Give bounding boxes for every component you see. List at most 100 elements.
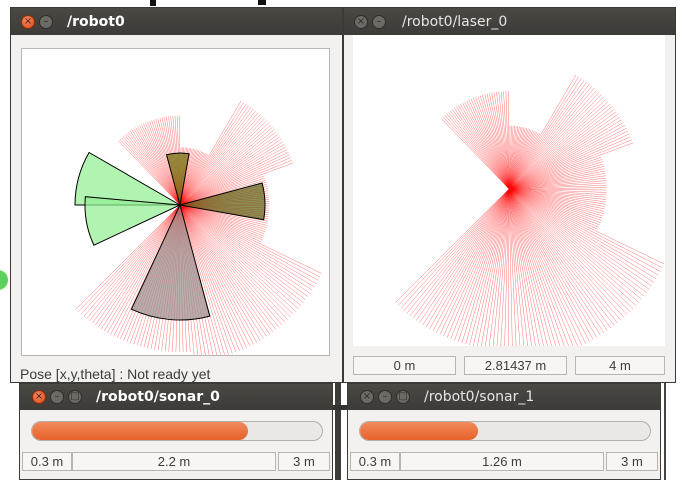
laser-ray bbox=[498, 91, 510, 190]
laser-ray bbox=[179, 108, 254, 206]
laser-ray bbox=[508, 188, 605, 210]
laser-ray bbox=[508, 188, 639, 303]
laser-ray bbox=[179, 141, 283, 206]
laser-ray bbox=[179, 204, 299, 309]
laser-ray bbox=[179, 204, 267, 228]
sonar1-window: × – □ /robot0/sonar_1 0.3 m 1.26 m 3 m bbox=[347, 383, 661, 480]
laser-ray bbox=[454, 188, 510, 341]
sonar-cone bbox=[179, 182, 266, 221]
close-icon[interactable]: × bbox=[21, 14, 35, 29]
laser-ray bbox=[508, 188, 599, 230]
laser-ray bbox=[179, 146, 286, 206]
sonar-cone bbox=[130, 203, 211, 321]
laser-ray bbox=[508, 126, 520, 190]
laser-ray bbox=[508, 159, 603, 190]
laser-ray bbox=[508, 111, 617, 190]
laser-ray bbox=[95, 204, 181, 326]
laser-ray bbox=[508, 188, 642, 300]
laser-ray bbox=[493, 92, 510, 190]
laser-ray bbox=[508, 91, 510, 190]
laser-ray bbox=[179, 204, 266, 230]
laser-ray bbox=[508, 188, 513, 346]
robot0-title: /robot0 bbox=[67, 13, 125, 30]
laser-ray bbox=[508, 122, 624, 190]
minimize-icon[interactable]: – bbox=[378, 390, 392, 404]
maximize-icon[interactable]: □ bbox=[396, 390, 410, 404]
laser-ray bbox=[508, 81, 587, 190]
laser-ray bbox=[508, 133, 630, 190]
laser-ray bbox=[179, 204, 297, 312]
close-icon[interactable]: × bbox=[32, 390, 46, 404]
laser-ray bbox=[179, 204, 267, 337]
close-icon[interactable]: × bbox=[354, 14, 368, 29]
laser-ray bbox=[508, 188, 634, 310]
laser-ray bbox=[508, 188, 540, 346]
laser-ray bbox=[442, 116, 510, 190]
laser-ray bbox=[508, 188, 598, 338]
laser-ray bbox=[481, 188, 510, 346]
close-icon[interactable]: × bbox=[360, 390, 374, 404]
laser-ray bbox=[508, 188, 621, 321]
maximize-icon[interactable]: □ bbox=[68, 390, 82, 404]
laser-ray bbox=[139, 125, 181, 206]
laser-ray bbox=[147, 121, 181, 206]
laser-ray bbox=[508, 188, 604, 214]
laser-ray bbox=[491, 92, 510, 190]
laser-ray bbox=[462, 102, 510, 190]
laser-ray bbox=[508, 184, 607, 190]
minimize-icon[interactable]: – bbox=[372, 14, 386, 29]
laser-ray bbox=[439, 188, 510, 335]
laser-ray bbox=[179, 129, 275, 206]
laser-ray bbox=[503, 91, 510, 190]
laser-ray bbox=[508, 116, 621, 190]
laser-ray bbox=[429, 188, 510, 330]
laser-ray bbox=[508, 94, 602, 190]
laser-ray bbox=[436, 188, 510, 333]
sonar0-titlebar[interactable]: × – □ /robot0/sonar_0 bbox=[20, 384, 332, 410]
laser-ray bbox=[179, 114, 261, 206]
laser-rays bbox=[75, 100, 322, 355]
laser-ray bbox=[466, 100, 510, 190]
laser-ray bbox=[489, 93, 510, 190]
laser-ray bbox=[508, 83, 590, 190]
laser-ray bbox=[477, 188, 510, 346]
laser-scan-view bbox=[353, 35, 665, 346]
laser-ray bbox=[83, 204, 181, 317]
pose-label: Pose [x,y,theta] : Not ready yet bbox=[20, 366, 211, 382]
laser-ray bbox=[179, 204, 265, 234]
laser-ray bbox=[179, 107, 252, 206]
laser-ray bbox=[179, 204, 306, 300]
laser-ray bbox=[179, 204, 283, 326]
minimize-icon[interactable]: – bbox=[39, 14, 53, 29]
laser-ray bbox=[508, 188, 650, 290]
laser-ray bbox=[403, 188, 510, 312]
laser-ray bbox=[179, 144, 285, 206]
laser-ray bbox=[508, 128, 528, 190]
laser-ray bbox=[179, 204, 294, 315]
laser-ray bbox=[119, 138, 181, 206]
laser-ray bbox=[124, 134, 181, 206]
laser-ray bbox=[179, 139, 282, 206]
minimize-icon[interactable]: – bbox=[50, 390, 64, 404]
laser-ray bbox=[425, 188, 510, 328]
laser-ray bbox=[508, 74, 577, 190]
laser-ray bbox=[508, 119, 622, 190]
sonar0-title: /robot0/sonar_0 bbox=[96, 389, 220, 405]
laser-ray bbox=[179, 120, 267, 206]
laser-ray bbox=[179, 124, 271, 206]
laser-ray bbox=[179, 136, 280, 206]
laser-ray bbox=[508, 188, 625, 318]
laser-ray bbox=[508, 188, 615, 326]
sonar0-window: × – □ /robot0/sonar_0 0.3 m 2.2 m 3 m bbox=[19, 383, 333, 480]
robot0-titlebar[interactable]: × – /robot0 bbox=[11, 8, 342, 35]
laser-ray bbox=[394, 188, 510, 304]
laser-ray bbox=[179, 204, 264, 237]
laser-ray bbox=[508, 125, 511, 190]
laser-ray bbox=[508, 188, 600, 228]
laser-ray bbox=[508, 188, 590, 342]
laser-titlebar[interactable]: × – /robot0/laser_0 bbox=[344, 8, 675, 35]
sonar1-titlebar[interactable]: × – □ /robot0/sonar_1 bbox=[348, 384, 660, 410]
laser-ray bbox=[508, 130, 533, 190]
laser-ray bbox=[143, 123, 181, 206]
laser-ray bbox=[179, 131, 277, 206]
